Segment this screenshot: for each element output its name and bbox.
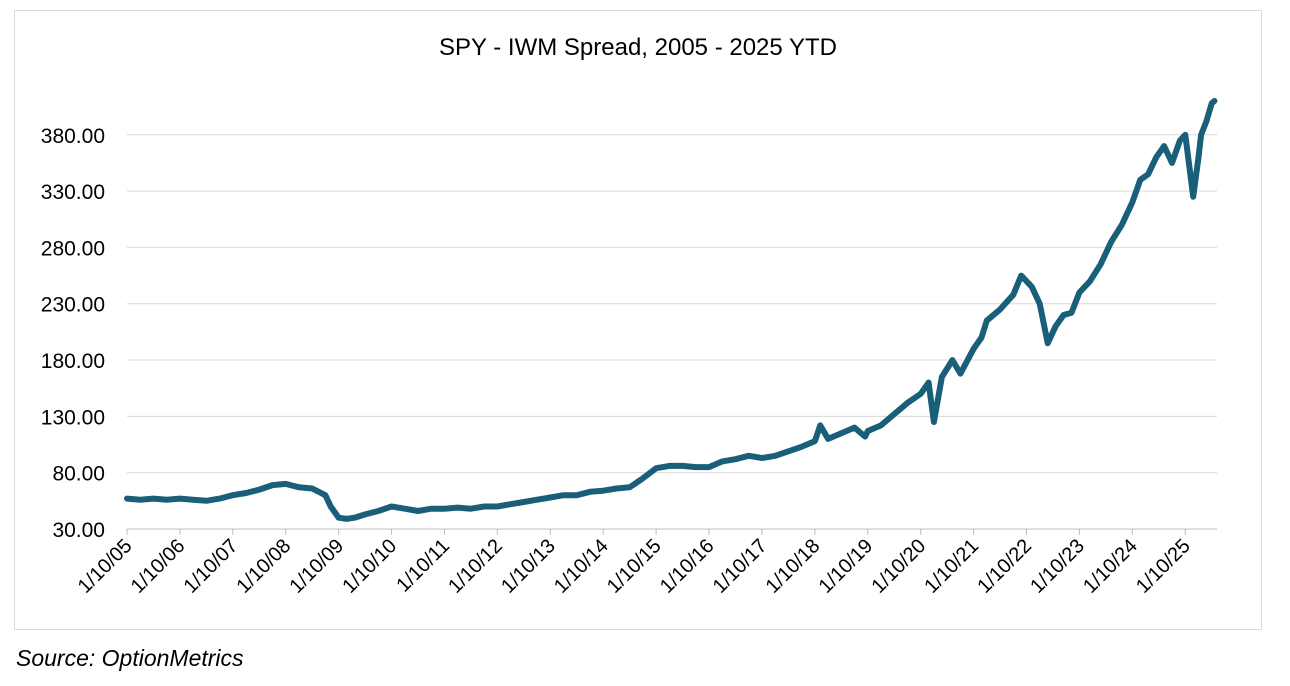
y-tick-label: 80.00: [52, 463, 105, 486]
x-tick-label: 1/10/18: [762, 535, 825, 598]
x-tick-label: 1/10/09: [285, 535, 348, 598]
x-tick-label: 1/10/06: [127, 535, 190, 598]
source-note: Source: OptionMetrics: [16, 645, 244, 671]
y-tick-label: 30.00: [52, 519, 105, 542]
x-tick-label: 1/10/25: [1132, 535, 1195, 598]
x-tick-label: 1/10/05: [74, 535, 137, 598]
x-tick-label: 1/10/14: [550, 535, 613, 598]
y-tick-label: 130.00: [41, 406, 105, 429]
chart-title: SPY - IWM Spread, 2005 - 2025 YTD: [439, 34, 837, 61]
x-tick-label: 1/10/16: [656, 535, 719, 598]
x-tick-label: 1/10/24: [1079, 535, 1142, 598]
x-tick-label: 1/10/17: [709, 535, 772, 598]
x-tick-label: 1/10/22: [973, 535, 1036, 598]
y-axis: 30.00 80.00 130.00 180.00 230.00 280.00 330.00…: [41, 125, 105, 542]
y-tick-label: 230.00: [41, 294, 105, 317]
x-tick-label: 1/10/23: [1026, 535, 1089, 598]
x-axis: 1/10/051/10/061/10/071/10/081/10/091/10/…: [74, 528, 1217, 598]
x-tick-label: 1/10/12: [444, 535, 507, 598]
x-tick-label: 1/10/07: [180, 535, 243, 598]
chart: SPY - IWM Spread, 2005 - 2025 YTD 30.00 8…: [41, 34, 1218, 598]
x-tick-label: 1/10/21: [920, 535, 983, 598]
x-tick-label: 1/10/11: [392, 535, 454, 597]
y-tick-label: 180.00: [41, 350, 105, 373]
chart-frame: [14, 10, 1262, 630]
x-tick-label: 1/10/10: [338, 535, 401, 598]
y-tick-label: 380.00: [41, 125, 105, 148]
x-tick-label: 1/10/15: [603, 535, 666, 598]
x-tick-label: 1/10/19: [815, 535, 878, 598]
series-group: [124, 98, 1218, 522]
x-tick-label: 1/10/13: [497, 535, 560, 598]
gridlines: [127, 134, 1217, 474]
y-tick-label: 330.00: [41, 181, 105, 204]
x-tick-label: 1/10/08: [233, 535, 296, 598]
y-tick-label: 280.00: [41, 237, 105, 260]
series-line: [124, 98, 1218, 522]
x-tick-label: 1/10/20: [867, 535, 930, 598]
